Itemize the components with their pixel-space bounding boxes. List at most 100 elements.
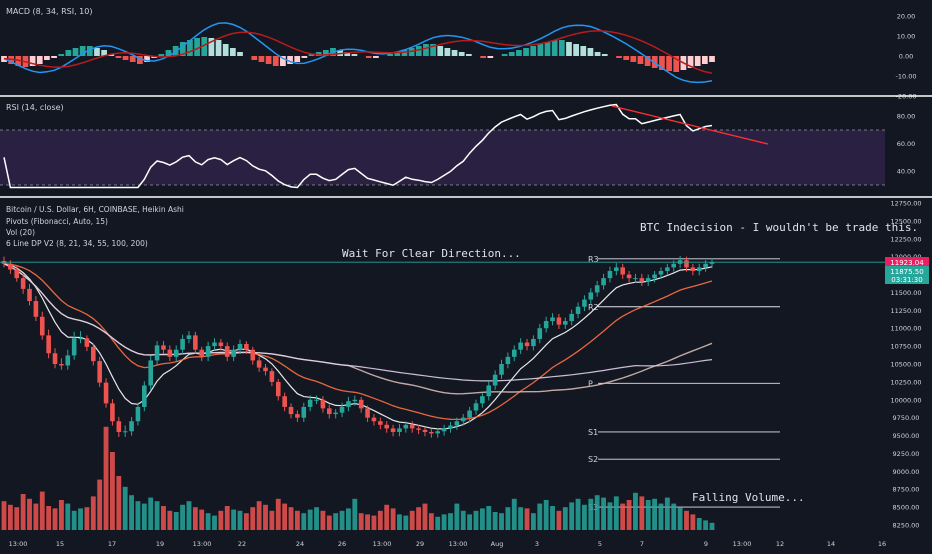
volume-bar (607, 502, 613, 530)
macd-histogram-bar (430, 44, 436, 56)
volume-bar (671, 503, 677, 530)
volume-bar (652, 498, 658, 530)
candle-body (441, 428, 447, 432)
macd-histogram-bar (544, 42, 551, 56)
volume-bar (1, 501, 7, 530)
volume-bar (186, 501, 192, 530)
time-tick-label: Aug (491, 540, 504, 548)
candle-body (607, 270, 613, 279)
candle-body (218, 342, 224, 347)
pivot-label-r3: R3 (588, 255, 599, 264)
volume-bar (416, 507, 422, 530)
macd-panel[interactable]: MACD (8, 34, RSI, 10) 20.00 10.00 0.00 -10.… (1, 7, 916, 101)
volume-bar (20, 494, 26, 530)
volume-bar (339, 510, 345, 530)
macd-histogram-bar (659, 56, 665, 70)
macd-histogram-bar (115, 56, 122, 58)
candle-body (135, 406, 141, 422)
time-axis[interactable]: 13:00 15 17 19 13:00 22 24 26 13:00 29 13:00 Aug 3 5 7… (9, 540, 887, 548)
volume-bar (78, 508, 83, 530)
volume-bar (371, 515, 377, 530)
candle-body (263, 367, 268, 372)
macd-histogram-bar (137, 56, 143, 64)
volume-bar (550, 506, 555, 530)
volume-bar (84, 507, 90, 530)
candle-body (416, 428, 421, 430)
macd-histogram-bar (373, 56, 379, 58)
candle-body (314, 399, 319, 401)
candle-body (167, 349, 173, 357)
macd-histogram-bar (36, 56, 43, 64)
volume-bar (639, 496, 645, 530)
candle-body (91, 346, 96, 362)
candle-body (8, 263, 13, 270)
volume-bar (263, 504, 268, 530)
volume-bar (122, 486, 128, 530)
macd-tick-label: -10.00 (896, 73, 917, 81)
candle-body (110, 403, 115, 422)
volume-bar (633, 492, 638, 530)
candle-body (97, 361, 102, 383)
macd-signal-line (3, 30, 713, 74)
candle-body (339, 406, 345, 413)
time-tick-label: 7 (640, 540, 644, 548)
volume-bar (582, 504, 587, 530)
time-tick-label: 14 (827, 540, 835, 548)
macd-histogram-bar (501, 54, 508, 56)
candle-body (563, 321, 568, 325)
candle-body (390, 428, 396, 432)
volume-bar (428, 513, 434, 530)
candle-body (46, 335, 51, 354)
volume-bar (288, 507, 294, 530)
macd-histogram-bar (58, 54, 65, 56)
candle-body (639, 278, 645, 282)
macd-histogram-bar (444, 48, 451, 56)
macd-histogram-bar (580, 46, 587, 56)
volume-bar (148, 497, 154, 530)
candle-body (397, 428, 402, 432)
price-panel[interactable]: Bitcoin / U.S. Dollar, 6H, COINBASE, Hei… (0, 200, 929, 531)
time-tick-label: 12 (776, 540, 784, 548)
macd-histogram-bar (301, 56, 308, 58)
volume-bar (664, 497, 670, 530)
candle-body (422, 429, 428, 432)
candle-body (620, 267, 625, 275)
annotation-falling-volume: Falling Volume... (692, 491, 805, 504)
rsi-label: RSI (14, close) (6, 103, 64, 112)
macd-histogram-bar (215, 40, 222, 56)
volume-bar (403, 515, 409, 530)
volume-bar (301, 513, 307, 530)
macd-histogram-bar (86, 46, 93, 56)
symbol-title: Bitcoin / U.S. Dollar, 6H, COINBASE, Hei… (6, 205, 184, 214)
macd-histogram-bar (101, 50, 107, 56)
volume-bar (39, 491, 45, 530)
price-tick-label: 10250.00 (890, 378, 921, 386)
candle-body (518, 342, 523, 350)
macd-tick-label: 10.00 (897, 33, 916, 41)
candle-body (524, 342, 530, 347)
macd-histogram-bar (222, 44, 229, 56)
macd-histogram-bar (537, 44, 544, 56)
volume-bar (422, 503, 428, 530)
volume-bar (326, 515, 332, 530)
macd-histogram-bar (229, 48, 236, 56)
candle-body (161, 345, 166, 350)
macd-histogram-bar (387, 54, 394, 56)
macd-histogram-bar (179, 42, 186, 56)
volume-bar (314, 507, 319, 530)
rsi-axis: 80.00 60.00 40.00 (897, 113, 916, 176)
volume-bar (161, 506, 166, 530)
candle-body (575, 306, 581, 314)
volume-bar (454, 503, 460, 530)
volume-bar (684, 510, 689, 530)
candle-body (295, 414, 300, 418)
volume-bar (448, 513, 453, 530)
pivot-label-s2: S2 (588, 455, 598, 464)
macd-histogram-bar (251, 56, 258, 60)
volume-bar (154, 501, 160, 530)
candle-body (690, 267, 696, 271)
macd-tick-label: 0.00 (899, 53, 913, 61)
volume-bar (256, 501, 262, 530)
rsi-panel[interactable]: RSI (14, close) 80.00 60.00 40.00 (0, 103, 916, 189)
